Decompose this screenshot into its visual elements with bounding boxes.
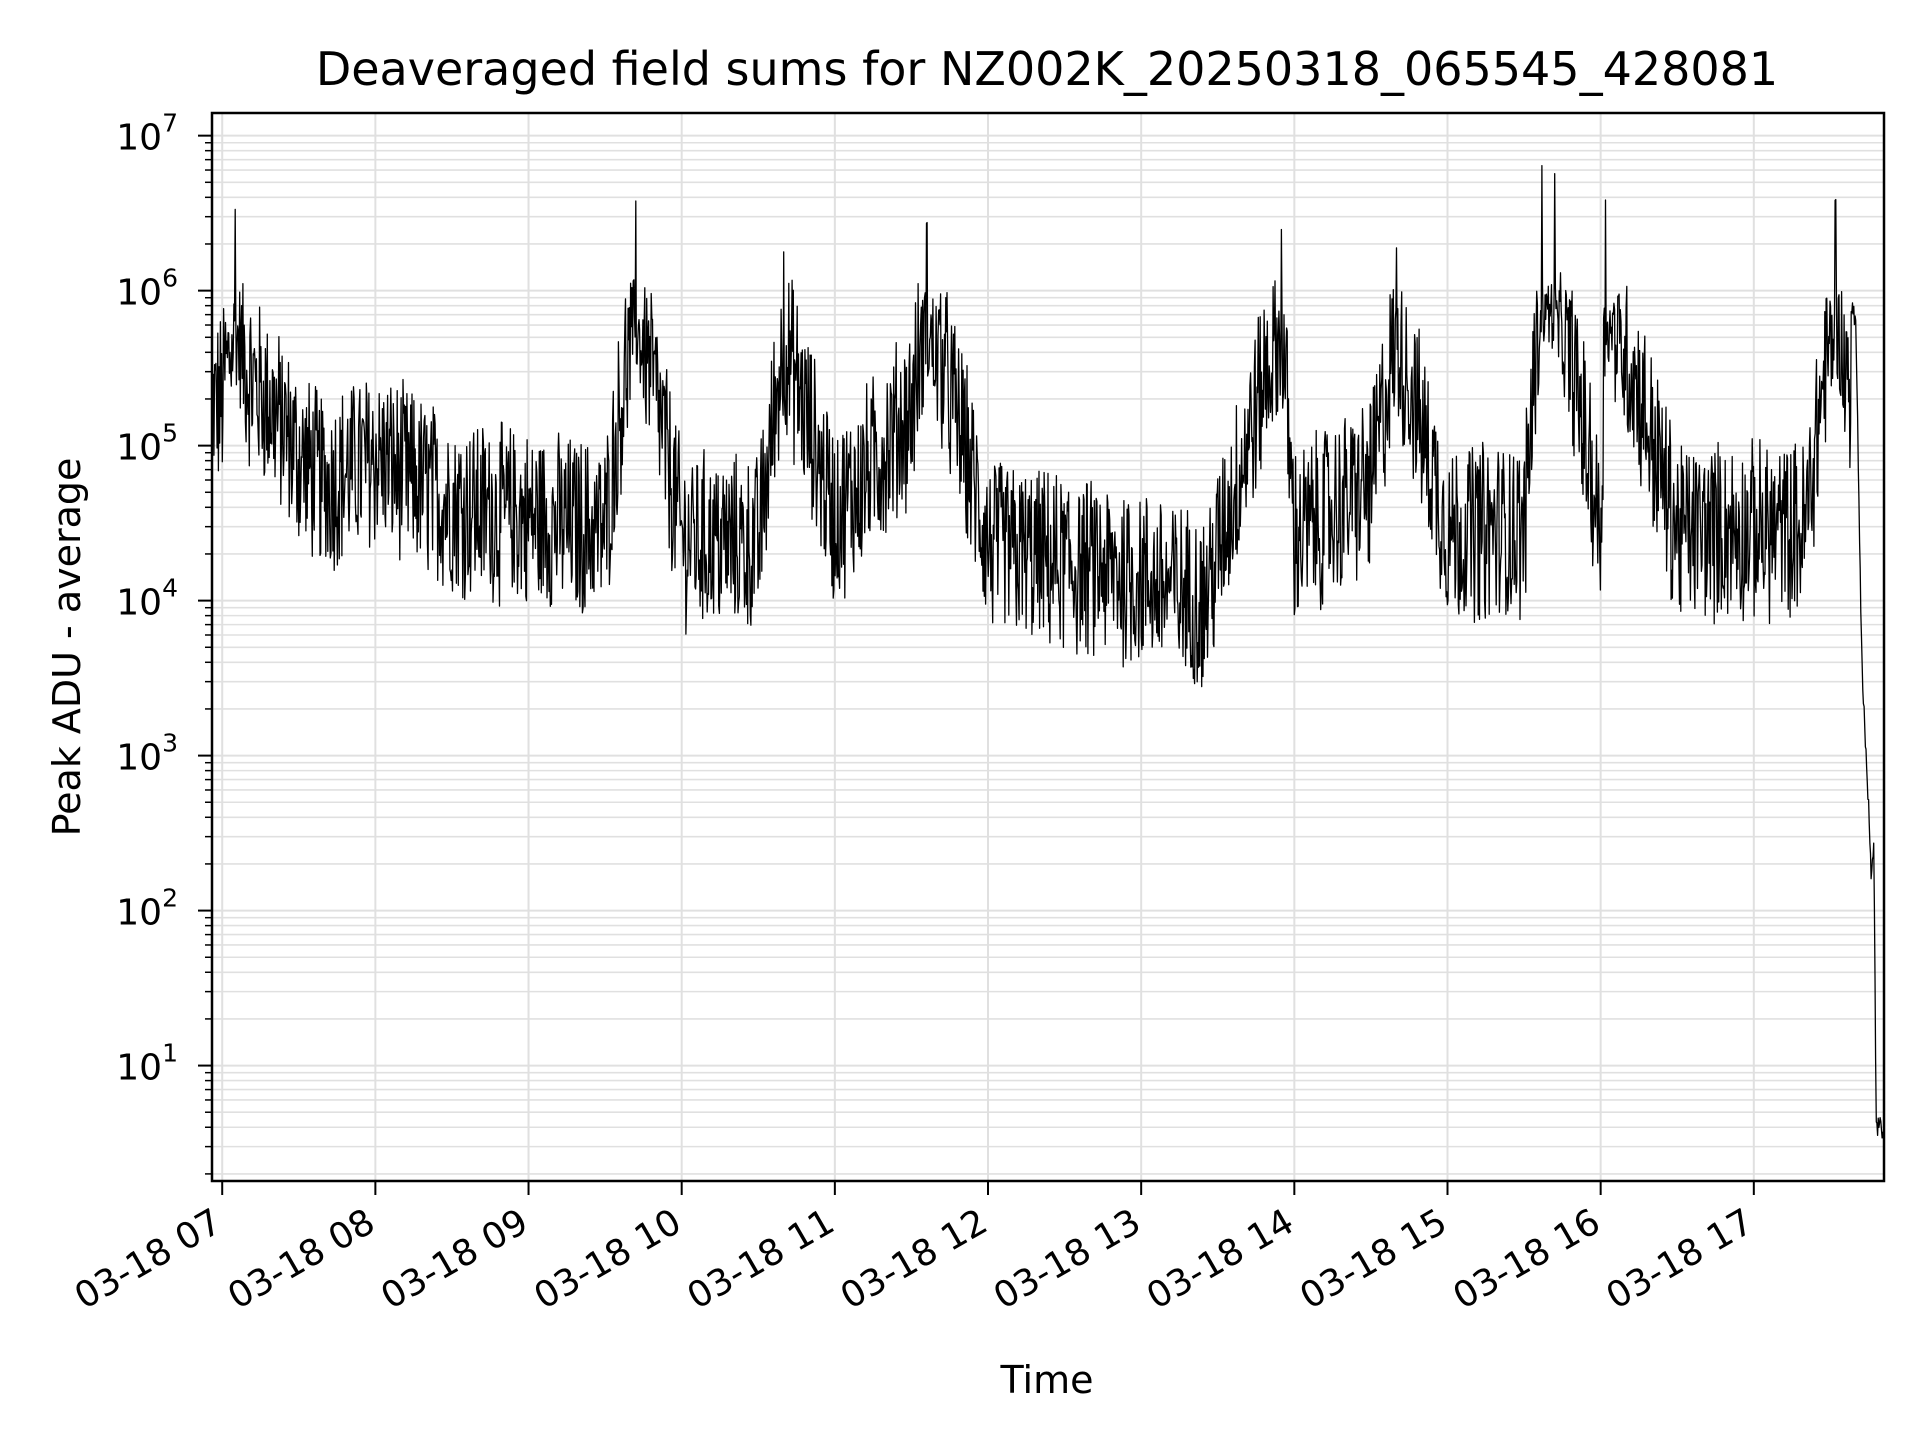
y-tick-label: 103 — [116, 729, 178, 779]
y-tick-label: 101 — [116, 1039, 178, 1089]
y-tick-label: 102 — [116, 884, 178, 934]
y-tick-label: 107 — [116, 109, 178, 159]
y-axis-label: Peak ADU - average — [45, 458, 89, 837]
grid — [212, 113, 1884, 1181]
chart-title: Deaveraged field sums for NZ002K_2025031… — [316, 42, 1778, 96]
y-tick-label: 104 — [116, 574, 178, 624]
y-tick-label: 105 — [116, 419, 178, 469]
y-tick-label: 106 — [116, 264, 178, 314]
series-line — [211, 164, 1885, 1139]
series-line-layer — [211, 164, 1885, 1139]
x-axis-label: Time — [1000, 1358, 1094, 1402]
